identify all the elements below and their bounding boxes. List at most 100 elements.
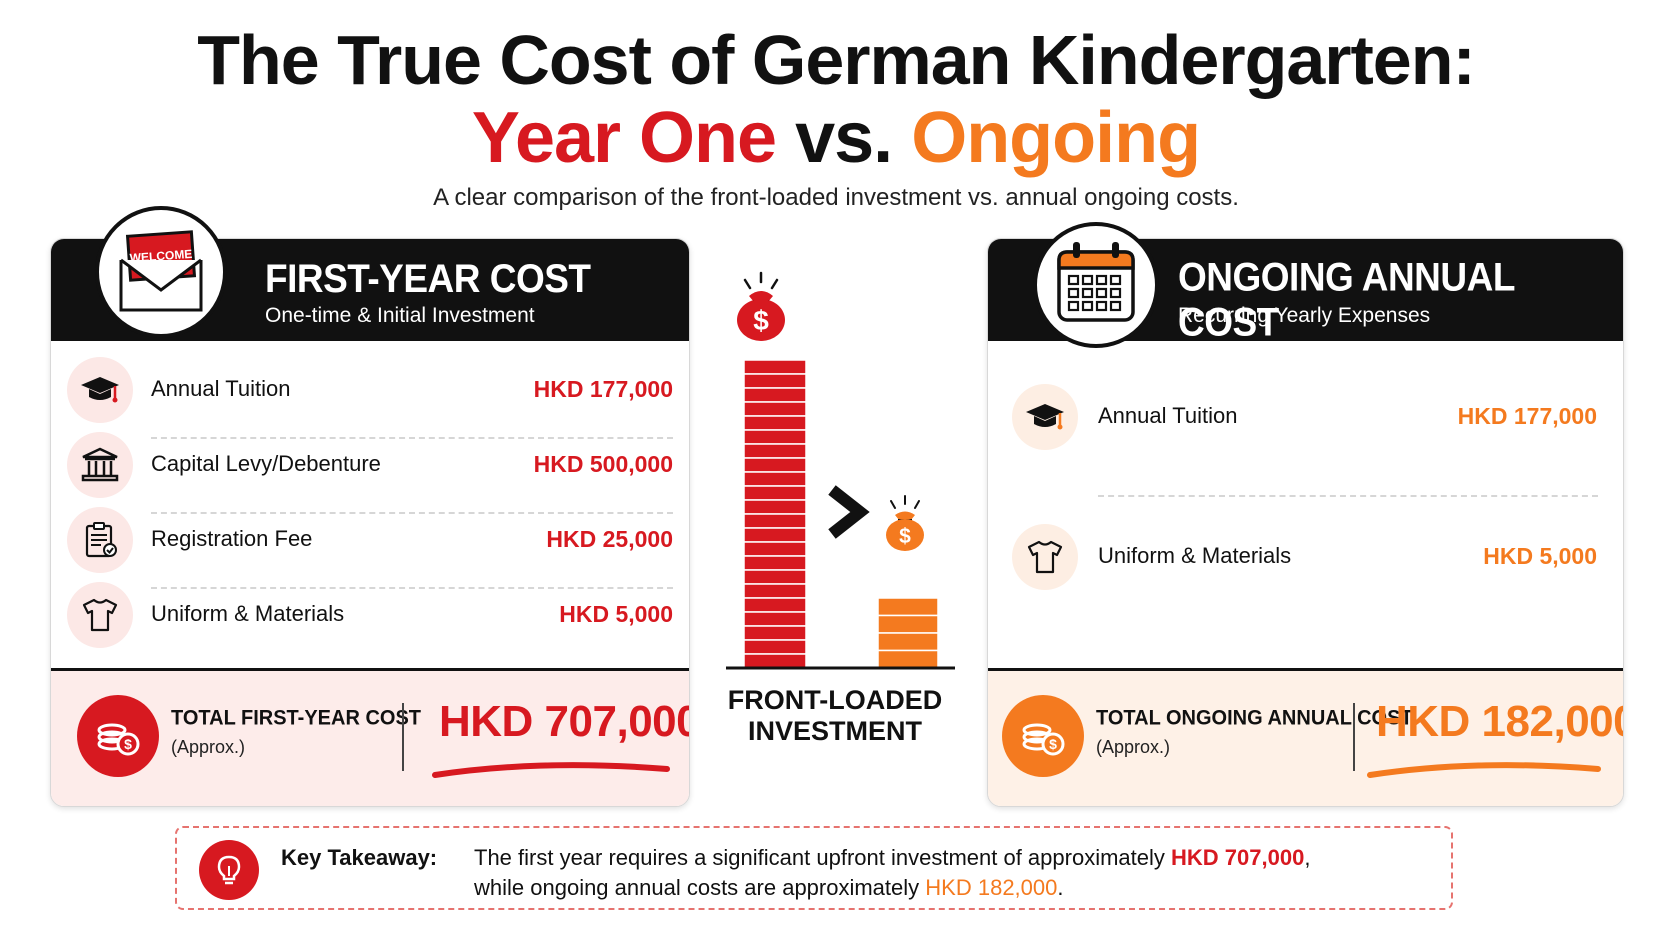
tshirt-icon <box>67 581 133 648</box>
svg-text:$: $ <box>1049 736 1057 752</box>
svg-text:$: $ <box>899 525 911 548</box>
key-takeaway-box: Key Takeaway: The first year requires a … <box>175 826 1453 910</box>
item-label: Uniform & Materials <box>151 601 345 626</box>
total-sub: (Approx.) <box>171 737 246 757</box>
divider <box>151 437 673 439</box>
stack-block <box>743 583 807 599</box>
title-vs: vs. <box>776 98 912 178</box>
calendar-cell <box>1081 274 1094 286</box>
takeaway-text-1: The first year requires a significant up… <box>474 845 1171 870</box>
takeaway-amount-first-year: HKD 707,000 <box>1171 845 1305 870</box>
item-label: Capital Levy/Debenture <box>151 451 381 476</box>
item-value: HKD 25,000 <box>546 526 673 552</box>
item-value: HKD 177,000 <box>1457 403 1597 429</box>
takeaway-text: The first year requires a significant up… <box>474 843 1434 903</box>
stack-block <box>743 625 807 641</box>
calendar-cell <box>1067 300 1080 312</box>
total-label: TOTAL FIRST-YEAR COST <box>171 706 422 730</box>
stack-block <box>743 443 807 459</box>
stack-block <box>743 373 807 389</box>
coins-icon: $ <box>1002 695 1084 777</box>
item-value: HKD 500,000 <box>533 451 673 477</box>
stack-block <box>743 415 807 431</box>
stack-block <box>743 597 807 613</box>
item-label: Annual Tuition <box>151 376 291 401</box>
stack-block <box>743 401 807 417</box>
takeaway-label: Key Takeaway: <box>281 845 438 870</box>
stack-block <box>743 527 807 543</box>
item-value: HKD 5,000 <box>559 601 673 627</box>
stack-block <box>877 614 939 634</box>
welcome-text: WELCOME <box>129 247 192 265</box>
list-item: Uniform & Materials HKD 5,000 <box>51 577 689 652</box>
calendar-cell <box>1095 300 1108 312</box>
page-title-line-2: Year One vs. Ongoing <box>0 96 1672 180</box>
front-loaded-label: FRONT-LOADED INVESTMENT <box>710 685 960 747</box>
stack-block <box>743 555 807 571</box>
calendar-icon <box>1057 242 1135 322</box>
first-year-subheading: One-time & Initial Investment <box>265 304 535 327</box>
divider <box>151 512 673 514</box>
calendar-cell <box>1081 300 1094 312</box>
list-item: Annual Tuition HKD 177,000 <box>51 352 689 427</box>
ongoing-cost-panel: ONGOING ANNUAL COST Recurring Yearly Exp… <box>987 238 1624 807</box>
calendar-cell <box>1095 287 1108 299</box>
item-value: HKD 5,000 <box>1483 543 1597 569</box>
calendar-cell <box>1095 274 1108 286</box>
front-loaded-line-1: FRONT-LOADED <box>727 685 943 715</box>
tshirt-icon <box>1012 523 1078 590</box>
stack-block <box>743 359 807 375</box>
takeaway-text-4: . <box>1057 875 1064 900</box>
comparison-graphic: $ $ <box>726 271 955 670</box>
ongoing-heading: ONGOING ANNUAL COST <box>1178 254 1515 345</box>
takeaway-text-3: while ongoing annual costs are approxima… <box>474 875 926 900</box>
item-label: Annual Tuition <box>1098 403 1238 428</box>
calendar-cell <box>1109 300 1122 312</box>
divider <box>1098 495 1598 497</box>
title-ongoing: Ongoing <box>911 98 1201 178</box>
svg-text:$: $ <box>124 736 132 752</box>
stack-block <box>743 387 807 403</box>
stack-block <box>743 611 807 627</box>
list-item: Annual Tuition HKD 177,000 <box>988 379 1623 454</box>
stack-block <box>743 639 807 655</box>
underline-swoosh <box>432 762 670 778</box>
separator <box>402 703 404 771</box>
item-label: Registration Fee <box>151 526 313 551</box>
calendar-cell <box>1067 287 1080 299</box>
stack-block <box>877 632 939 652</box>
total-value: HKD 707,000 <box>439 697 690 746</box>
stack-block <box>877 649 939 669</box>
calendar-cell <box>1109 287 1122 299</box>
stack-block <box>743 653 807 669</box>
front-loaded-line-2: INVESTMENT <box>747 716 922 746</box>
list-item: Uniform & Materials HKD 5,000 <box>988 519 1623 594</box>
item-label: Uniform & Materials <box>1098 543 1292 568</box>
calendar-cell <box>1067 274 1080 286</box>
svg-text:$: $ <box>753 305 769 336</box>
bank-icon <box>67 431 133 498</box>
stack-block <box>743 513 807 529</box>
ongoing-total: $ TOTAL ONGOING ANNUAL COST (Approx.) HK… <box>988 668 1623 806</box>
stack-block <box>743 541 807 557</box>
stack-block <box>877 597 939 617</box>
first-year-total: $ TOTAL FIRST-YEAR COST (Approx.) HKD 70… <box>51 668 689 806</box>
stack-block <box>743 457 807 473</box>
graduation-cap-icon <box>1012 383 1078 450</box>
divider <box>151 587 673 589</box>
item-value: HKD 177,000 <box>533 376 673 402</box>
stack-block <box>743 471 807 487</box>
calendar-cell <box>1081 287 1094 299</box>
page-title: The True Cost of German Kindergarten: <box>197 21 1476 99</box>
takeaway-text-2: , <box>1304 845 1311 870</box>
total-sub: (Approx.) <box>1096 737 1171 757</box>
stack-block <box>743 485 807 501</box>
graduation-cap-icon <box>67 356 133 423</box>
list-item: Capital Levy/Debenture HKD 500,000 <box>51 427 689 502</box>
stack-block <box>743 499 807 515</box>
list-item: Registration Fee HKD 25,000 <box>51 502 689 577</box>
coins-icon: $ <box>77 695 159 777</box>
welcome-badge: WELCOME <box>95 206 227 338</box>
total-label: TOTAL ONGOING ANNUAL COST <box>1096 706 1413 730</box>
page-subtitle: A clear comparison of the front-loaded i… <box>433 184 1239 211</box>
